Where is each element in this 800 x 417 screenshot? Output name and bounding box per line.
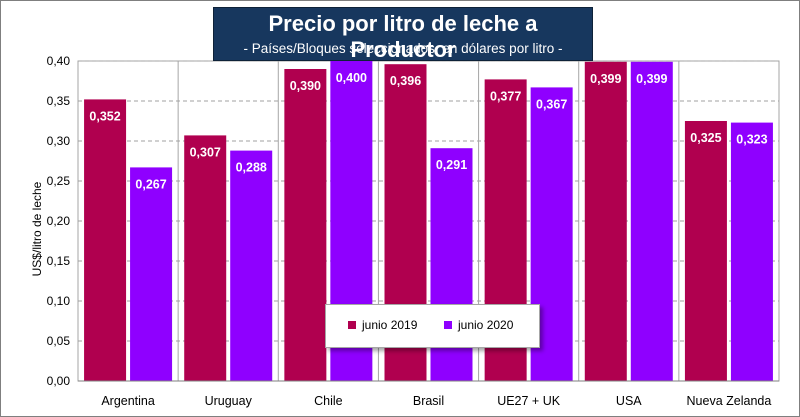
data-label: 0,323 xyxy=(736,133,767,147)
x-tick-label: Nueva Zelanda xyxy=(687,394,772,408)
data-label: 0,400 xyxy=(336,71,367,85)
x-tick-label: UE27 + UK xyxy=(497,394,561,408)
y-tick-label: 0,15 xyxy=(47,254,71,268)
bar-junio-2019 xyxy=(684,121,727,381)
x-tick-label: Brasil xyxy=(413,394,444,408)
x-tick-label: Argentina xyxy=(101,394,155,408)
bar-junio-2020 xyxy=(130,167,173,381)
bar-junio-2020 xyxy=(230,150,273,381)
x-tick-label: Uruguay xyxy=(205,394,253,408)
data-label: 0,288 xyxy=(236,161,267,175)
data-label: 0,399 xyxy=(590,72,621,86)
x-tick-label: Chile xyxy=(314,394,343,408)
bar-junio-2020 xyxy=(630,61,673,382)
x-tick-label: USA xyxy=(616,394,642,408)
title-box: Precio por litro de leche a Productor - … xyxy=(213,7,593,62)
data-label: 0,396 xyxy=(390,74,421,88)
chart-subtitle: - Países/Bloques seleccionados, en dólar… xyxy=(243,41,563,56)
y-tick-label: 0,00 xyxy=(47,374,71,388)
chart-title: Precio por litro de leche a Productor xyxy=(268,11,538,62)
bar-junio-2019 xyxy=(84,99,127,382)
data-label: 0,399 xyxy=(636,72,667,86)
bar-junio-2019 xyxy=(284,69,327,381)
legend-label-junio-2020: junio 2020 xyxy=(458,318,514,332)
data-label: 0,267 xyxy=(135,177,166,191)
data-label: 0,390 xyxy=(290,79,321,93)
data-label: 0,377 xyxy=(490,89,521,103)
legend-swatch-junio-2019 xyxy=(348,320,356,329)
y-tick-label: 0,30 xyxy=(47,134,71,148)
y-tick-label: 0,05 xyxy=(47,334,71,348)
y-tick-label: 0,40 xyxy=(47,54,71,68)
legend: junio 2019 junio 2020 xyxy=(325,304,540,348)
data-label: 0,367 xyxy=(536,97,567,111)
legend-item-junio-2019: junio 2019 xyxy=(348,318,417,332)
legend-swatch-junio-2020 xyxy=(444,320,452,329)
legend-item-junio-2020: junio 2020 xyxy=(444,318,513,332)
bar-junio-2020 xyxy=(730,122,773,381)
data-label: 0,291 xyxy=(436,158,467,172)
y-tick-label: 0,35 xyxy=(47,94,71,108)
bar-junio-2019 xyxy=(184,135,227,381)
bar-junio-2019 xyxy=(584,61,627,382)
data-label: 0,307 xyxy=(190,145,221,159)
data-label: 0,325 xyxy=(690,131,721,145)
y-tick-label: 0,25 xyxy=(47,174,71,188)
data-label: 0,352 xyxy=(89,109,120,123)
legend-label-junio-2019: junio 2019 xyxy=(362,318,418,332)
y-axis-label: US$/litro de leche xyxy=(30,181,44,276)
y-tick-label: 0,20 xyxy=(47,214,71,228)
y-tick-label: 0,10 xyxy=(47,294,71,308)
